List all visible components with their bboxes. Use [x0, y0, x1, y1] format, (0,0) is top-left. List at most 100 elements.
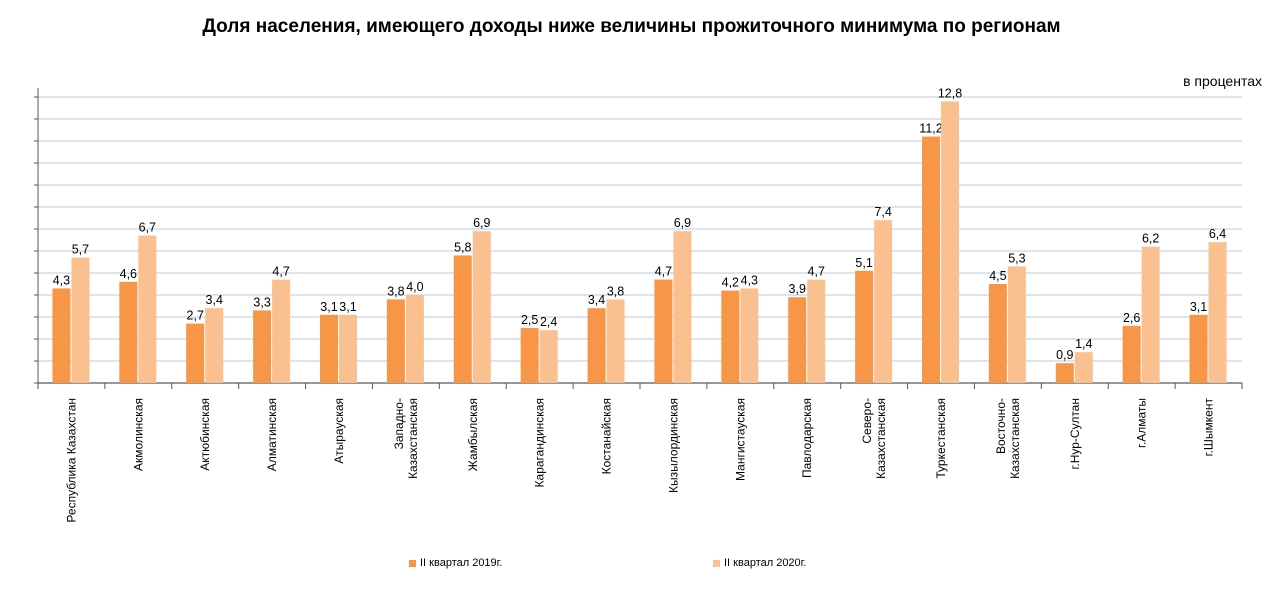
bar-2020 [71, 257, 90, 383]
category-label: Республика Казахстан [64, 398, 78, 523]
data-label-2019: 3,1 [1190, 300, 1207, 314]
data-label-2019: 2,5 [521, 313, 538, 327]
bar-2019 [721, 290, 740, 383]
bar-2020 [138, 235, 157, 383]
bar-2019 [654, 279, 673, 383]
category-label: г.Алматы [1135, 398, 1149, 448]
bar-2019 [855, 270, 874, 383]
data-label-2019: 3,8 [387, 284, 404, 298]
category-label: Костанайская [600, 398, 614, 474]
category-label-line: Северо- [860, 398, 874, 444]
category-label: Жамбылская [466, 398, 480, 471]
data-label-2020: 6,4 [1209, 227, 1226, 241]
data-label-2019: 0,9 [1056, 348, 1073, 362]
bar-2020 [673, 231, 692, 383]
bar-2019 [587, 308, 606, 383]
data-label-2020: 2,4 [540, 315, 557, 329]
bar-2020 [1141, 246, 1160, 383]
category-label-line: Западно- [392, 398, 406, 449]
bar-2020 [539, 330, 558, 383]
chart-title: Доля населения, имеющего доходы ниже вел… [202, 16, 1061, 37]
data-label-2020: 3,8 [607, 284, 624, 298]
bar-2020 [807, 279, 826, 383]
legend-item-2020: II квартал 2020г. [713, 557, 806, 569]
data-label-2019: 5,8 [454, 240, 471, 254]
category-label-line: Жамбылская [466, 398, 480, 471]
data-label-2020: 3,1 [339, 300, 356, 314]
data-label-2020: 7,4 [874, 205, 891, 219]
data-label-2019: 4,5 [989, 269, 1006, 283]
data-label-2020: 6,7 [139, 221, 156, 235]
data-label-2019: 4,7 [655, 265, 672, 279]
category-label-line: Павлодарская [800, 398, 814, 478]
category-label: Северо- Казахстанская [860, 398, 888, 479]
category-label-line: Восточно- [994, 398, 1008, 454]
category-label-line: Казахстанская [1008, 398, 1022, 479]
data-label-2019: 2,6 [1123, 311, 1140, 325]
category-label: Карагандинская [533, 398, 547, 487]
bar-2020 [1007, 266, 1026, 383]
data-label-2020: 3,4 [206, 293, 223, 307]
data-label-2020: 4,3 [741, 273, 758, 287]
category-label-line: г.Нур-Султан [1068, 398, 1082, 470]
category-label-line: Алматинская [265, 398, 279, 471]
data-label-2019: 5,1 [855, 256, 872, 270]
category-label-line: Туркестанская [934, 398, 948, 479]
data-label-2020: 6,9 [674, 216, 691, 230]
bar-2019 [386, 299, 405, 383]
data-label-2019: 4,2 [722, 276, 739, 290]
bar-2020 [339, 314, 357, 383]
category-label-line: Акмолинская [131, 398, 145, 471]
category-label: Кызылординская [666, 398, 680, 493]
category-label: г.Шымкент [1202, 398, 1216, 457]
bar-2020 [740, 288, 759, 383]
legend-label-2019: II квартал 2019г. [420, 557, 503, 569]
data-label-2020: 1,4 [1075, 337, 1092, 351]
data-label-2020: 6,2 [1142, 232, 1159, 246]
data-label-2020: 12,8 [938, 86, 962, 100]
data-label-2020: 4,0 [406, 280, 423, 294]
category-label: Туркестанская [934, 398, 948, 479]
data-label-2019: 4,3 [53, 273, 70, 287]
bar-2019 [922, 136, 940, 383]
category-label: Актюбинская [198, 398, 212, 471]
data-label-2019: 3,4 [588, 293, 605, 307]
bar-2019 [320, 314, 338, 383]
category-label: Восточно- Казахстанская [994, 398, 1022, 479]
category-label-line: Карагандинская [533, 398, 547, 487]
bar-2019 [253, 310, 272, 383]
bar-2020 [472, 231, 491, 383]
bar-2019 [119, 281, 138, 383]
bar-2019 [453, 255, 472, 383]
category-label: Акмолинская [131, 398, 145, 471]
category-label-line: Мангистауская [733, 398, 747, 481]
data-label-2019: 3,9 [789, 282, 806, 296]
legend-swatch-2020 [713, 559, 720, 567]
data-label-2019: 3,1 [320, 300, 337, 314]
bar-2020 [941, 101, 959, 384]
category-label-line: Костанайская [600, 398, 614, 474]
data-label-2019: 11,2 [919, 122, 942, 136]
category-label: Алматинская [265, 398, 279, 471]
category-label-line: Атырауская [332, 398, 346, 464]
bar-2020 [1074, 352, 1093, 383]
category-label: Атырауская [332, 398, 346, 464]
category-label: Павлодарская [800, 398, 814, 478]
category-label: Мангистауская [733, 398, 747, 481]
bar-2020 [1208, 242, 1227, 383]
bar-2019 [520, 328, 539, 383]
category-label: г.Нур-Султан [1068, 398, 1082, 470]
bar-2019 [52, 288, 71, 383]
data-label-2020: 5,7 [72, 243, 89, 257]
category-label-line: г.Алматы [1135, 398, 1149, 448]
data-label-2019: 2,7 [187, 309, 204, 323]
legend-item-2019: II квартал 2019г. [409, 557, 502, 569]
category-label-line: Казахстанская [874, 398, 888, 479]
bar-2019 [988, 284, 1007, 383]
bar-2019 [1122, 325, 1141, 383]
data-label-2020: 6,9 [473, 216, 490, 230]
data-label-2019: 4,6 [120, 267, 137, 281]
category-label-line: Актюбинская [198, 398, 212, 471]
bar-2020 [874, 220, 893, 383]
